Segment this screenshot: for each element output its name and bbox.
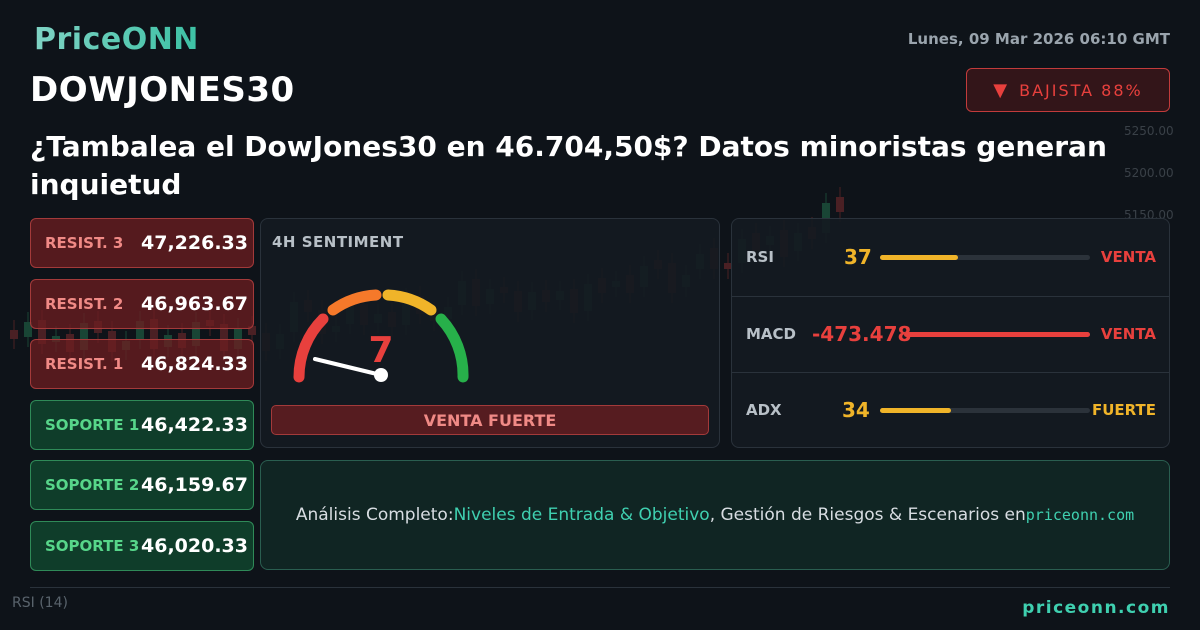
indicator-name: ADX: [746, 401, 782, 419]
gauge-score: 7: [368, 330, 393, 371]
support-level-1: SOPORTE 1 46,422.33: [30, 399, 254, 450]
indicator-value: 37: [844, 245, 872, 269]
candle-body: [192, 322, 200, 346]
brand-logo[interactable]: PriceONN: [34, 22, 199, 57]
indicator-value: 34: [842, 398, 870, 422]
level-value: 46,824.33: [141, 353, 248, 375]
candle-body: [150, 319, 158, 349]
cta-prefix: Análisis Completo:: [295, 505, 454, 525]
level-value: 46,422.33: [141, 413, 248, 436]
level-label: SOPORTE 3: [45, 536, 140, 555]
sentiment-verdict: VENTA FUERTE: [271, 405, 709, 435]
ticker-title: DOWJONES30: [30, 70, 295, 110]
candle-body: [234, 328, 242, 349]
indicator-row-macd: MACD -473.478 VENTA: [732, 296, 1170, 372]
level-value: 46,963.67: [141, 292, 248, 315]
headline: ¿Tambalea el DowJones30 en 46.704,50$? D…: [30, 130, 1107, 201]
down-triangle-icon: ▼: [993, 79, 1010, 101]
level-value: 46,159.67: [141, 474, 248, 496]
level-label: RESIST. 3: [45, 234, 124, 252]
indicator-row-adx: ADX 34 FUERTE: [732, 372, 1170, 448]
indicator-divider: [732, 372, 1170, 373]
indicator-name: RSI: [746, 248, 774, 266]
candle-body: [220, 324, 228, 351]
candle-body: [248, 326, 256, 335]
gauge-segment-green: [435, 313, 469, 383]
indicator-bar-fill: [880, 255, 958, 260]
candle-body: [10, 330, 18, 339]
indicators-panel: RSI 37 VENTA MACD -473.478 VENTA ADX 34 FUERTE: [731, 218, 1170, 448]
candle-body: [136, 321, 144, 339]
resistance-level-2: RESIST. 2 46,963.67: [30, 278, 254, 329]
signal-badge-text: BAJISTA 88%: [1019, 80, 1143, 100]
datetime: Lunes, 09 Mar 2026 06:10 GMT: [907, 30, 1170, 48]
indicator-bar-track: [880, 255, 1090, 260]
footer-divider: [30, 587, 1170, 588]
sentiment-gauge: 7: [293, 289, 469, 383]
indicator-value: -473.478: [812, 321, 912, 346]
level-label: SOPORTE 1: [45, 415, 140, 434]
candle-body: [724, 263, 732, 269]
background-price-tick: 5250.00: [1124, 124, 1174, 138]
sentiment-panel: 4H SENTIMENT 7 VENTA FUERTE: [260, 218, 720, 448]
background-rsi-label: RSI (14): [12, 595, 68, 611]
bearish-signal-badge: ▼ BAJISTA 88%: [966, 68, 1170, 112]
support-level-3: SOPORTE 3 46,020.33: [30, 520, 254, 571]
support-level-2: SOPORTE 2 46,159.67: [30, 460, 254, 510]
gauge-pivot: [374, 368, 388, 382]
cta-site-link[interactable]: priceonn.com: [1025, 506, 1135, 524]
cta-highlight[interactable]: Niveles de Entrada & Objetivo: [453, 505, 710, 525]
resistance-level-1: RESIST. 1 46,824.33: [30, 339, 254, 389]
candle-body: [24, 322, 32, 337]
candle-body: [38, 320, 46, 344]
gauge-needle: [313, 357, 383, 377]
indicator-bar-fill: [904, 331, 1090, 337]
indicator-signal: VENTA: [1100, 324, 1156, 343]
indicator-signal: VENTA: [1100, 248, 1156, 266]
level-value: 46,020.33: [141, 534, 248, 557]
indicator-row-rsi: RSI 37 VENTA: [732, 219, 1170, 295]
candle-body: [836, 197, 844, 212]
level-value: 47,226.33: [141, 232, 248, 254]
indicator-signal: FUERTE: [1091, 401, 1156, 419]
background-price-tick: 5200.00: [1124, 166, 1174, 180]
indicator-name: MACD: [746, 324, 796, 343]
gauge-segment-red: [293, 313, 329, 383]
gauge-segment-yellow: [382, 289, 437, 316]
indicator-bar-fill: [880, 408, 952, 413]
cta-middle: , Gestión de Riesgos & Escenarios en: [709, 505, 1026, 525]
sentiment-title: 4H SENTIMENT: [272, 233, 404, 251]
gauge-segment-orange: [327, 289, 382, 316]
footer-site-link[interactable]: priceonn.com: [1022, 598, 1170, 618]
indicator-bar-track: [880, 408, 1090, 413]
cta-banner[interactable]: Análisis Completo: Niveles de Entrada & …: [260, 460, 1170, 570]
level-label: RESIST. 2: [45, 294, 124, 313]
indicator-bar-track: [904, 331, 1090, 337]
candle-body: [80, 323, 88, 350]
level-label: SOPORTE 2: [45, 476, 140, 494]
level-label: RESIST. 1: [45, 355, 124, 373]
resistance-level-3: RESIST. 3 47,226.33: [30, 218, 254, 268]
indicator-divider: [732, 295, 1170, 297]
